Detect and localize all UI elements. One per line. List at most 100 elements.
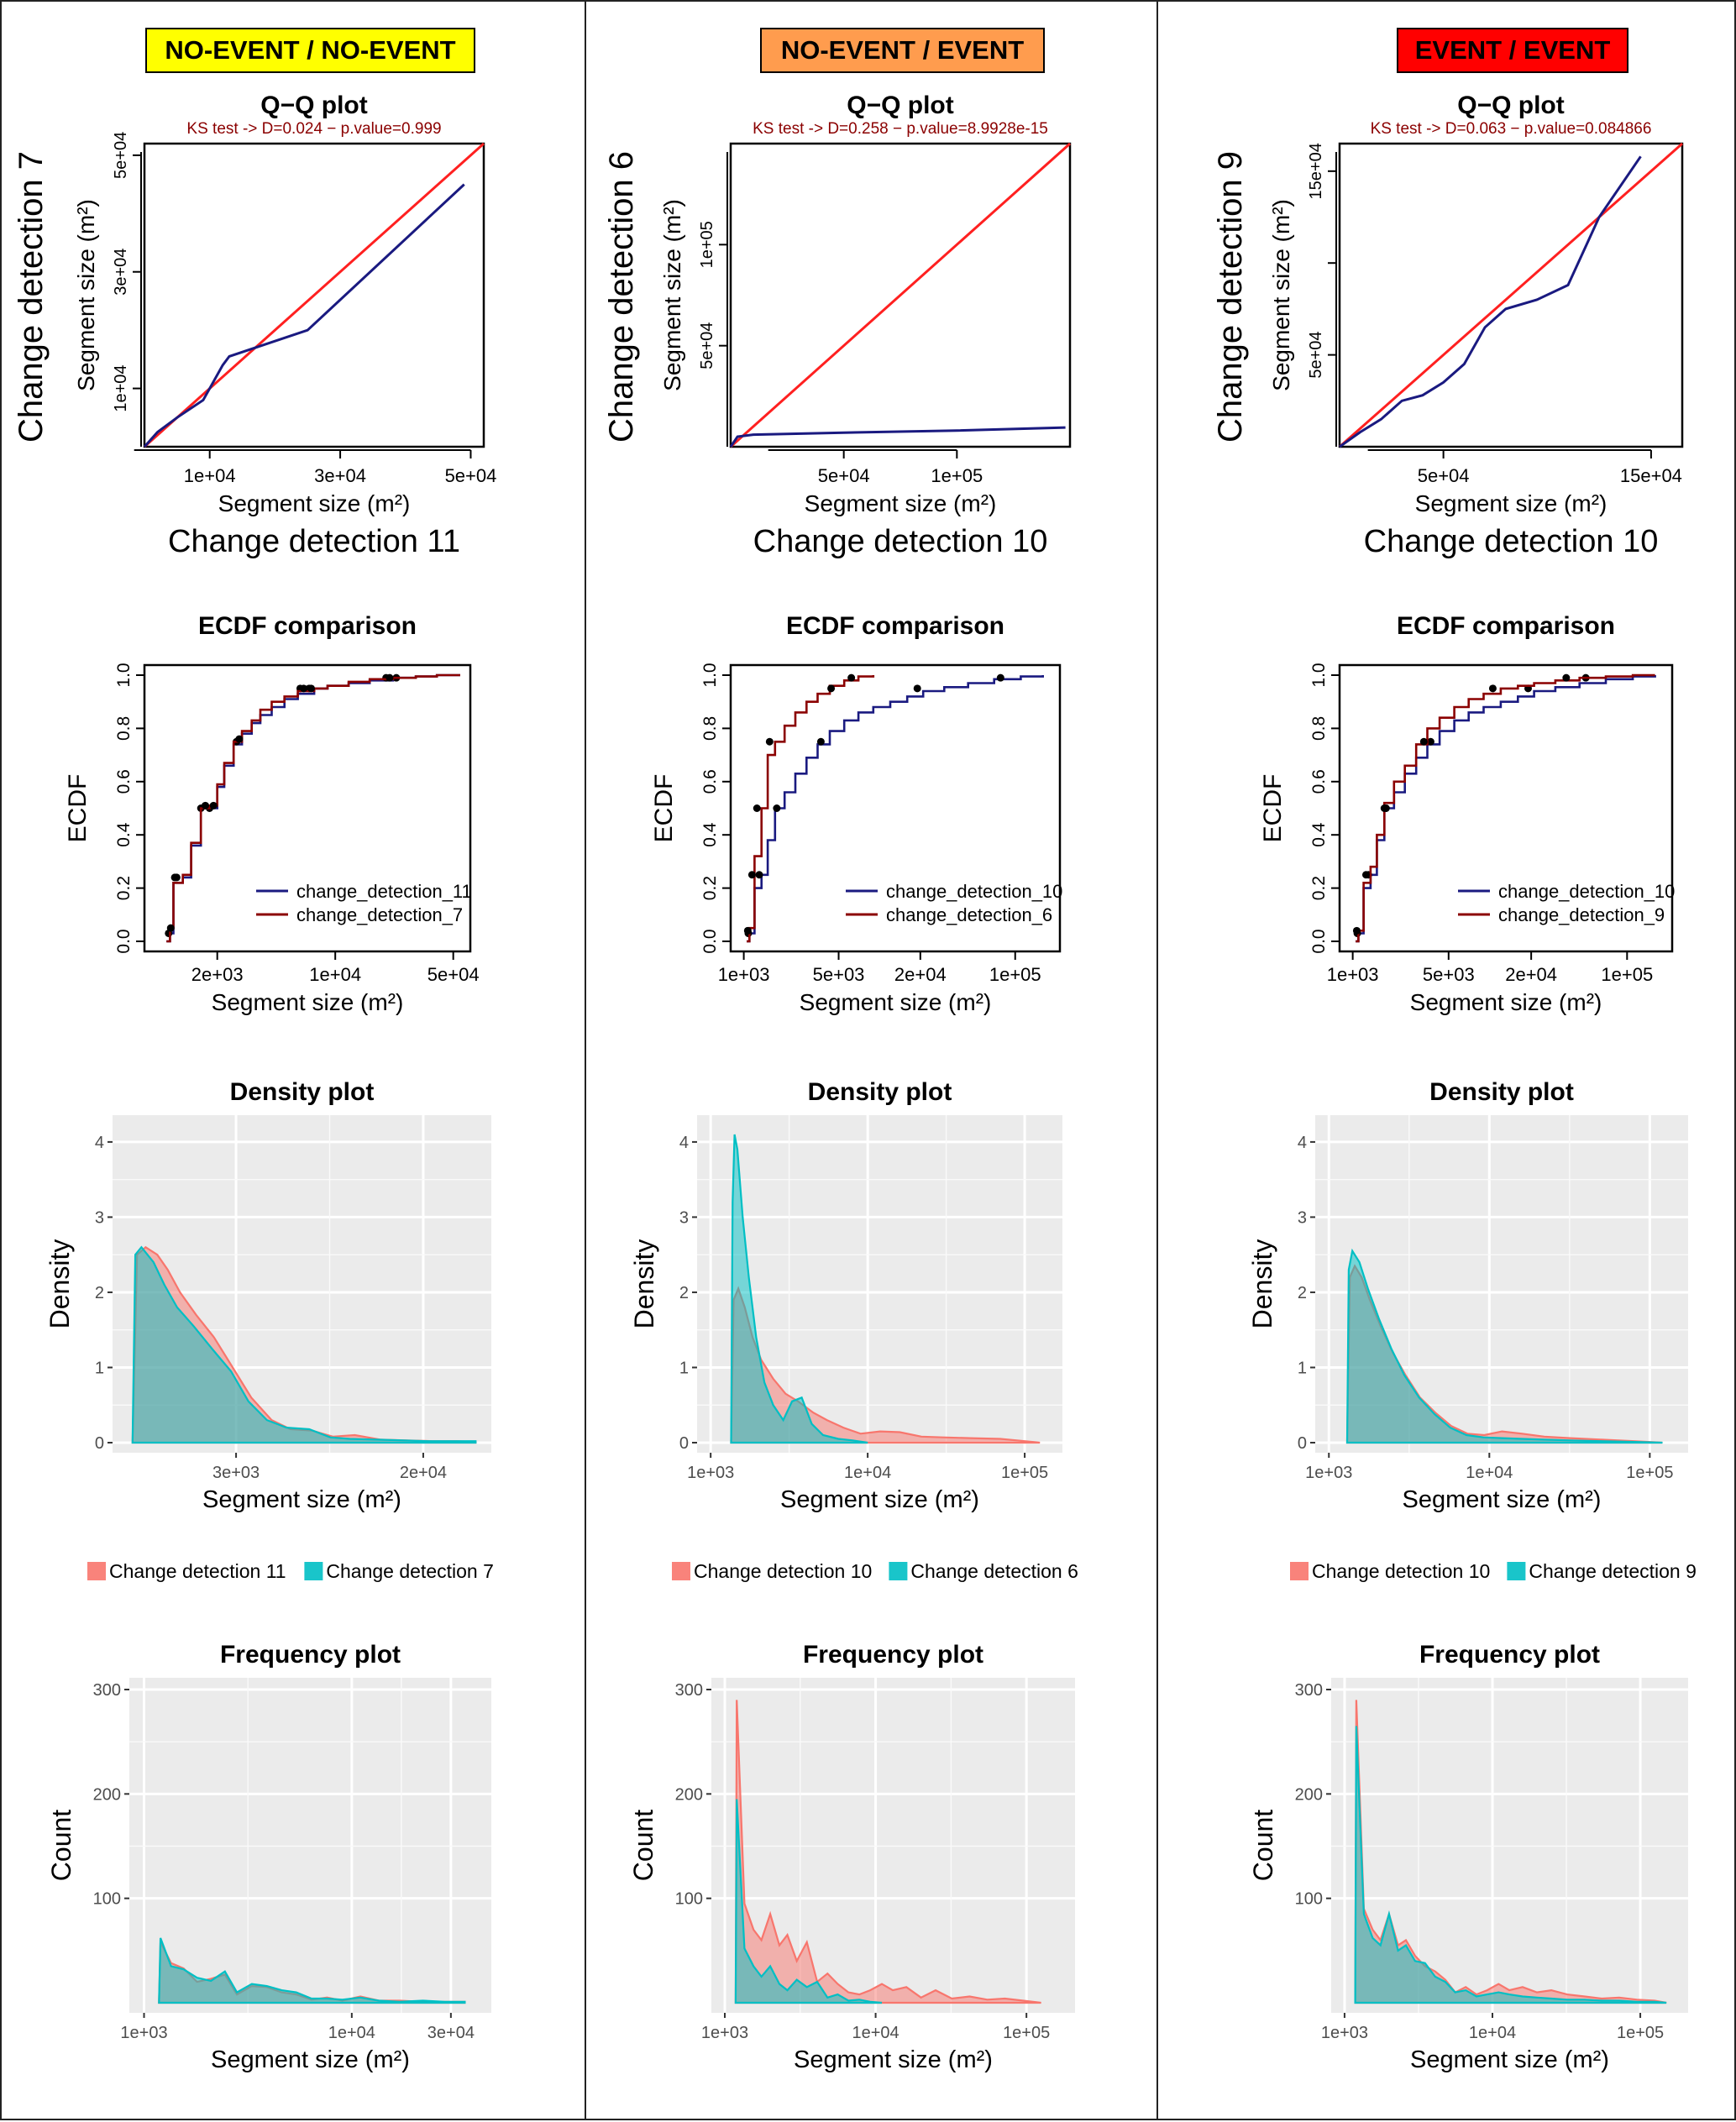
ecdf-point: [773, 804, 781, 812]
ecdf-y-tick-label: 0.6: [114, 769, 134, 794]
frequency-title: Frequency plot: [1419, 1641, 1600, 1669]
ecdf-plot-1: ECDF comparison 2e+03 1e+04 5e+04 0.0 0.2 0.4 0…: [64, 612, 480, 1015]
qq-series-qq: [143, 183, 465, 448]
density-x-tick-label: 3e+03: [212, 1464, 260, 1482]
density-legend-swatch: [889, 1562, 908, 1580]
density-legend-label: Change detection 10: [1312, 1560, 1490, 1582]
ecdf-y-tick-label: 0.8: [1309, 716, 1329, 741]
density-x-tick-label: 1e+05: [1001, 1464, 1048, 1482]
ecdf-y-tick-label: 1.0: [114, 663, 134, 687]
qq-series-reference: [730, 142, 1071, 448]
density-legend-swatch: [672, 1562, 690, 1580]
density-x-label: Segment size (m²): [1403, 1486, 1602, 1513]
ecdf-x-tick-label: 5e+04: [427, 964, 480, 985]
ecdf-x-tick-label: 5e+03: [1423, 964, 1475, 985]
frequency-x-tick-label: 1e+05: [1003, 2024, 1050, 2042]
frequency-plot-2: Frequency plot 1e+03 1e+04 1e+05 100 200 300 Se…: [628, 1641, 1075, 2073]
ecdf-y-tick-label: 0.6: [1309, 769, 1329, 794]
density-y-tick-label: 2: [1298, 1284, 1307, 1302]
frequency-y-label: Count: [628, 1810, 658, 1882]
density-y-tick-label: 0: [679, 1434, 689, 1453]
qq-outer-x-label: Change detection 10: [1364, 524, 1659, 559]
ecdf-y-tick-label: 0.2: [700, 876, 720, 900]
badge-no-event-no-event: NO-EVENT / NO-EVENT: [145, 28, 475, 73]
ecdf-point: [202, 801, 210, 810]
ecdf-series-1: [747, 675, 1044, 943]
qq-frame: [729, 142, 1072, 448]
density-y-tick-label: 1: [679, 1359, 689, 1377]
ecdf-point: [913, 684, 921, 693]
frequency-x-label: Segment size (m²): [211, 2046, 410, 2073]
ecdf-x-tick-label: 1e+04: [309, 964, 361, 985]
density-x-tick-label: 1e+04: [844, 1464, 891, 1482]
density-legend-label: Change detection 7: [326, 1560, 494, 1582]
qq-y-label: Segment size (m²): [73, 199, 99, 391]
density-y-tick-label: 3: [95, 1208, 104, 1227]
qq-outer-x-label: Change detection 11: [168, 524, 460, 559]
ecdf-legend-label: change_detection_10: [1498, 881, 1675, 902]
ecdf-point: [1488, 684, 1497, 693]
density-y-tick-label: 4: [95, 1134, 104, 1152]
ecdf-y-label: ECDF: [650, 774, 678, 843]
ecdf-plot-3: ECDF comparison 1e+03 5e+03 2e+04 1e+05 0.0 0.…: [1259, 612, 1675, 1015]
ecdf-point: [827, 684, 836, 693]
ecdf-point: [166, 924, 175, 932]
density-x-tick-label: 1e+04: [1466, 1464, 1513, 1482]
density-area-2: [1345, 1248, 1663, 1444]
density-x-tick-label: 1e+05: [1626, 1464, 1673, 1482]
density-x-label: Segment size (m²): [780, 1486, 979, 1513]
ecdf-series-2: [166, 673, 460, 943]
ecdf-x-tick-label: 2e+04: [1505, 964, 1557, 985]
density-area-2: [131, 1245, 477, 1444]
ecdf-y-tick-label: 0.2: [1309, 876, 1329, 900]
frequency-area-2: [158, 1937, 466, 2004]
frequency-x-tick-label: 1e+03: [701, 2024, 748, 2042]
frequency-panel: [129, 1678, 491, 2013]
qq-subtitle: KS test -> D=0.258 − p.value=8.9928e-15: [753, 120, 1048, 138]
ecdf-point: [743, 926, 752, 935]
ecdf-y-tick-label: 0.4: [114, 822, 134, 847]
qq-x-tick-label: 5e+04: [445, 465, 497, 486]
density-legend-label: Change detection 11: [109, 1560, 286, 1582]
frequency-x-tick-label: 1e+04: [852, 2024, 899, 2042]
frequency-y-tick-label: 200: [675, 1785, 703, 1804]
qq-y-tick-label: 5e+04: [698, 322, 716, 369]
qq-outer-x-label: Change detection 10: [753, 524, 1048, 559]
density-x-tick-label: 2e+04: [400, 1464, 447, 1482]
qq-title: Q−Q plot: [1457, 92, 1565, 119]
ecdf-y-tick-label: 1.0: [700, 663, 720, 687]
ecdf-y-label: ECDF: [64, 774, 92, 843]
ecdf-x-tick-label: 2e+03: [191, 964, 244, 985]
ecdf-series-2: [1356, 673, 1655, 943]
density-x-tick-label: 1e+03: [687, 1464, 734, 1482]
ecdf-series-2: [747, 675, 875, 943]
frequency-y-tick-label: 100: [1295, 1890, 1323, 1909]
density-legend-label: Change detection 6: [910, 1560, 1078, 1582]
ecdf-point: [1380, 804, 1388, 812]
qq-frame: [143, 142, 485, 448]
frequency-x-tick-label: 3e+04: [427, 2024, 475, 2042]
ecdf-point: [385, 673, 394, 682]
frequency-x-tick-label: 1e+03: [120, 2024, 167, 2042]
ecdf-point: [747, 871, 756, 879]
qq-y-tick-label: 15e+04: [1307, 143, 1325, 199]
density-y-tick-label: 3: [679, 1208, 689, 1227]
ecdf-point: [209, 801, 218, 810]
ecdf-frame: [729, 663, 1062, 953]
ecdf-title: ECDF comparison: [1397, 612, 1615, 640]
frequency-plot-1: Frequency plot 1e+03 1e+04 3e+04 100 200 300 Se…: [46, 1641, 491, 2073]
ecdf-y-label: ECDF: [1259, 774, 1287, 843]
density-area-2: [730, 1134, 868, 1444]
ecdf-x-label: Segment size (m²): [212, 989, 404, 1015]
ecdf-legend-label: change_detection_7: [296, 904, 463, 925]
qq-x-tick-label: 15e+04: [1620, 465, 1682, 486]
frequency-y-tick-label: 200: [1295, 1785, 1323, 1804]
frequency-y-label: Count: [46, 1810, 76, 1882]
ecdf-x-tick-label: 1e+03: [718, 964, 770, 985]
density-y-label: Density: [629, 1239, 659, 1329]
